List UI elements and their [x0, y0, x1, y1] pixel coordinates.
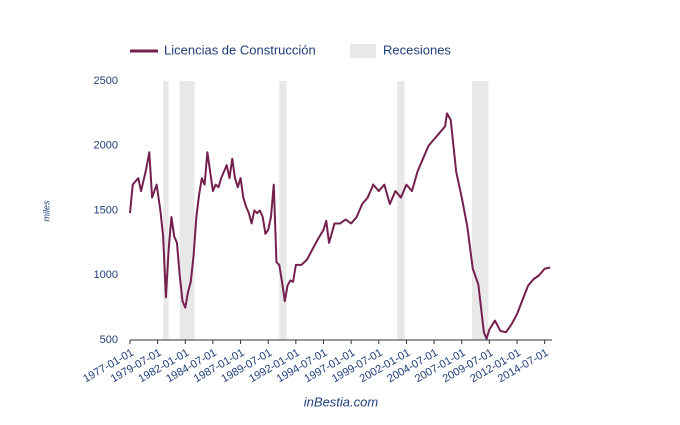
- series-line: [129, 112, 551, 340]
- recession-band: [397, 81, 405, 340]
- source: inBestia.com: [304, 394, 379, 409]
- y-tick-label: 2000: [94, 140, 118, 152]
- y-tick-label: 500: [100, 334, 118, 346]
- legend-label: Licencias de Construcción: [164, 42, 316, 57]
- legend-label: Recesiones: [383, 42, 451, 57]
- y-tick-label: 1500: [94, 204, 118, 216]
- y-tick-label: 2500: [94, 75, 118, 87]
- y-axis-label: miles: [41, 200, 51, 222]
- recession-band: [163, 81, 169, 340]
- y-tick-label: 1000: [94, 269, 118, 281]
- legend-swatch: [350, 44, 376, 58]
- recession-band: [279, 81, 287, 340]
